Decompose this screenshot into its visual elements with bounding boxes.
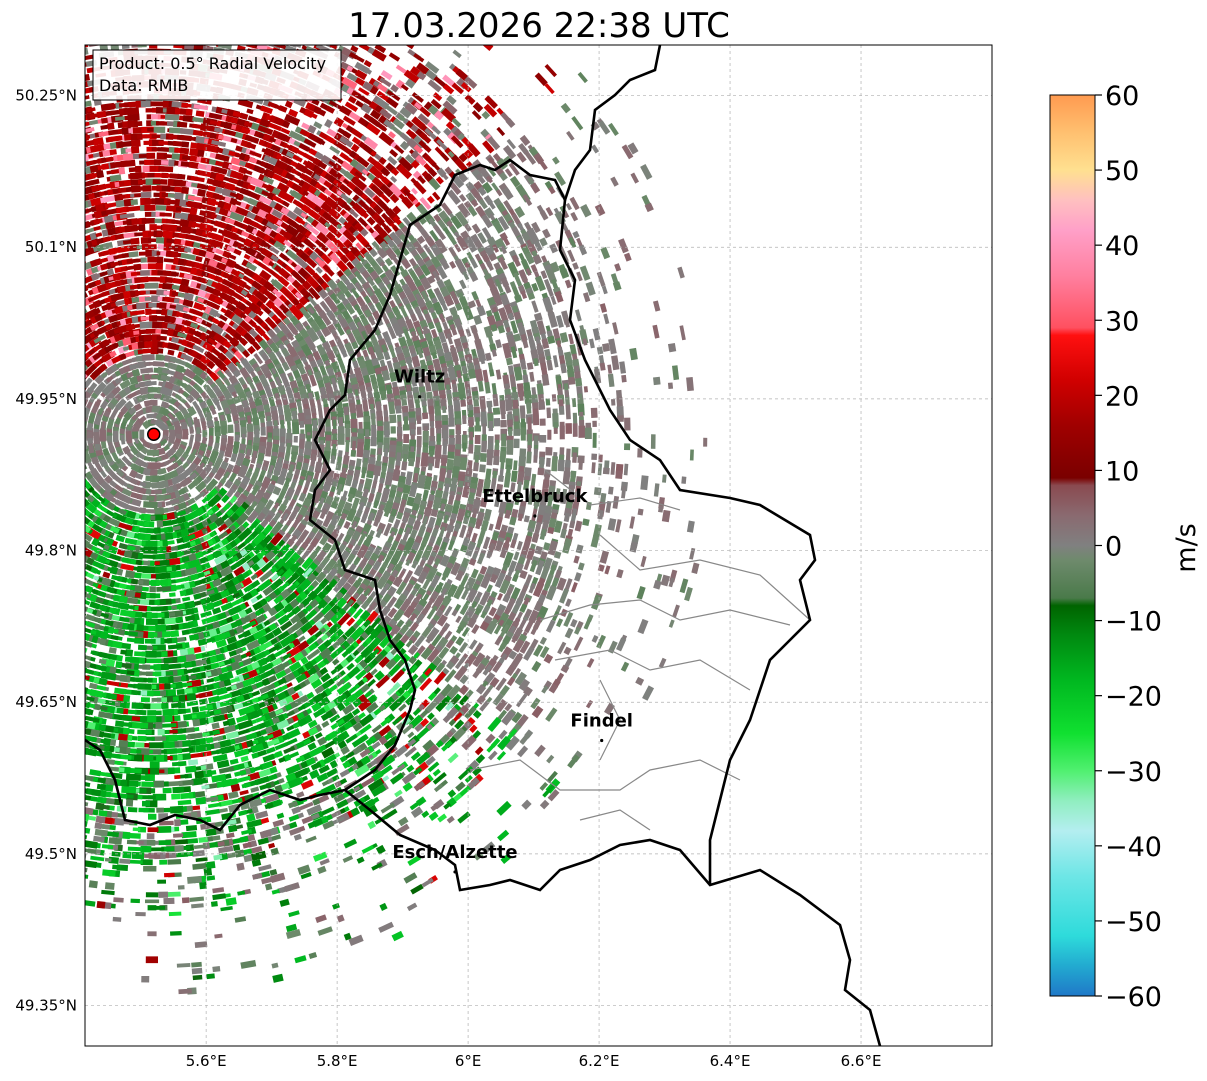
colorbar-tick-label: −10 [1105,607,1162,638]
lon-tick-label: 6.4°E [710,1052,751,1070]
colorbar-ticks: 60 50 40 30 20 10 0 −10 −20 −30 −40 −50 −60 [1095,81,1162,1013]
lat-tick-label: 49.35°N [15,997,77,1015]
country-borders [85,45,882,1046]
city-marker [453,870,457,874]
map-title: 17.03.2026 22:38 UTC [348,6,730,46]
lat-tick-label: 49.65°N [15,693,77,711]
lat-tick-label: 49.95°N [15,390,77,408]
canton-boundary [469,469,811,831]
colorbar-tick-label: 40 [1105,231,1139,262]
colorbar-tick-label: −20 [1105,682,1162,713]
country-border-west [85,45,662,832]
city-labels: Wiltz Ettelbruck Findel Esch/Alzette [392,367,633,874]
colorbar-tick-label: 60 [1105,81,1139,112]
colorbar-tick-label: 50 [1105,156,1139,187]
lat-tick-label: 50.1°N [25,238,77,256]
map-axes: 5.6°E 5.8°E 6°E 6.2°E 6.4°E 6.6°E 50.25°N 50.1°… [15,87,881,1070]
colorbar-unit: m/s [1171,523,1202,572]
lon-tick-label: 6.2°E [579,1052,620,1070]
radar-velocity-layer [85,45,708,995]
colorbar-tick-label: −40 [1105,832,1162,863]
map-area[interactable] [70,32,992,1046]
info-box-frame [92,49,342,101]
lon-tick-label: 5.8°E [317,1052,358,1070]
city-marker [533,514,537,518]
colorbar-tick-label: 10 [1105,456,1139,487]
map-frame [84,44,993,1047]
country-border-east [558,199,817,885]
city-label: Wiltz [394,367,445,388]
info-box: Product: 0.5° Radial Velocity Data: RMIB [92,49,342,101]
city-marker [600,738,604,743]
canton-boundaries [469,469,811,831]
colorbar-tick-label: −50 [1105,907,1162,938]
lat-tick-label: 49.8°N [25,542,77,560]
city-label: Ettelbruck [482,486,588,507]
info-source: Data: RMIB [99,76,188,95]
lon-tick-label: 6°E [455,1052,482,1070]
lat-tick-label: 50.25°N [15,87,77,105]
colorbar-bar [1049,94,1096,997]
lon-tick-label: 6.6°E [841,1052,882,1070]
lon-tick-label: 5.6°E [186,1052,227,1070]
colorbar-tick-label: 0 [1105,532,1122,563]
colorbar-tick-label: −60 [1105,982,1162,1013]
colorbar-tick-label: 30 [1105,306,1139,337]
city-marker [418,395,422,399]
country-border-south [344,788,882,1046]
info-product: Product: 0.5° Radial Velocity [99,54,326,73]
lat-tick-label: 49.5°N [25,845,77,863]
city-label: Findel [570,710,633,731]
colorbar-tick-label: 20 [1105,381,1139,412]
radar-site-icon [147,427,161,442]
colorbar-tick-label: −30 [1105,757,1162,788]
radar-site-marker [147,427,161,442]
colorbar: 60 50 40 30 20 10 0 −10 −20 −30 −40 −50 −60 m/s [1049,81,1202,1013]
city-label: Esch/Alzette [392,842,517,863]
